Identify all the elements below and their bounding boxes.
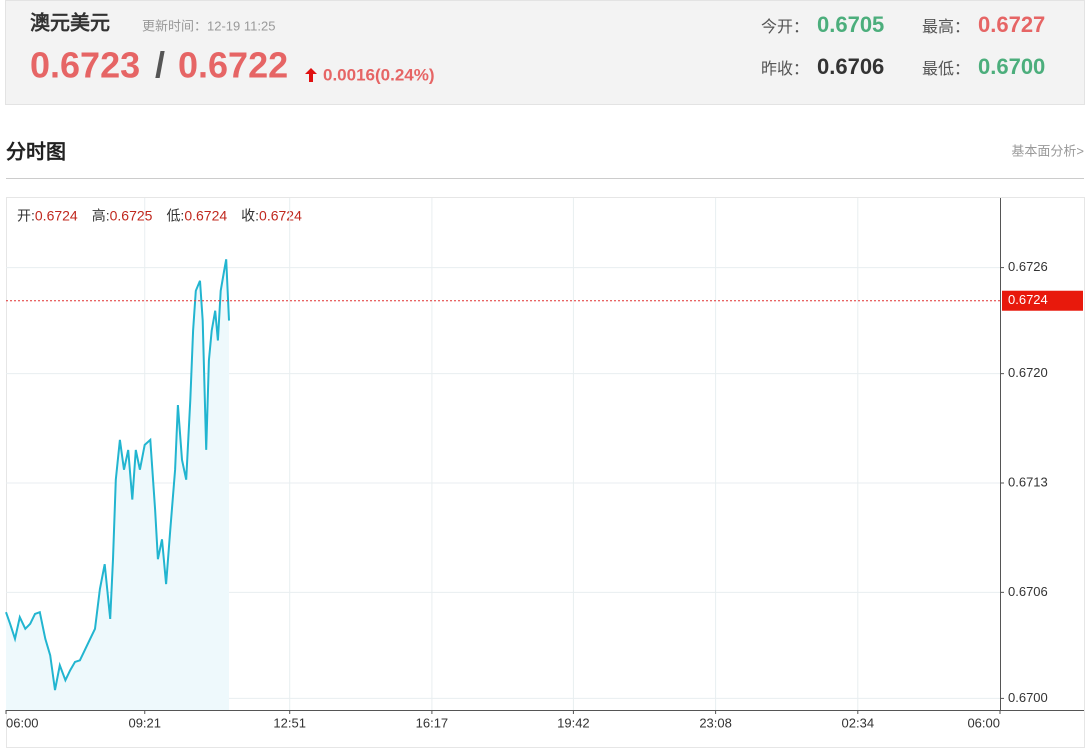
- x-tick-label: 06:00: [967, 715, 1000, 730]
- info-line: 开: 0.6724 高: 0.6725 低: 0.6724 收: 0.6724: [17, 208, 302, 224]
- y-tick-label: 0.6726: [1008, 259, 1048, 274]
- x-tick-label: 09:21: [128, 715, 161, 730]
- pair-name: 澳元美元: [30, 10, 110, 34]
- price-line: [5, 259, 230, 691]
- stat-value: 0.6706: [817, 54, 884, 79]
- info-value: 0.6724: [184, 208, 227, 224]
- y-tick-label: 0.6700: [1008, 690, 1048, 705]
- stat-value: 0.6727: [978, 12, 1045, 37]
- last-price-label: 0.6724: [1008, 292, 1048, 307]
- x-tick-label: 23:08: [699, 715, 732, 730]
- x-tick-label: 06:00: [6, 715, 39, 730]
- x-tick-label: 16:17: [416, 715, 449, 730]
- stat-label: 昨收：: [761, 60, 809, 78]
- y-tick-label: 0.6720: [1008, 365, 1048, 380]
- info-value: 0.6724: [259, 208, 302, 224]
- info-label: 收:: [241, 208, 259, 224]
- x-tick-label: 19:42: [557, 715, 590, 730]
- bid-price: 0.6723: [30, 45, 140, 86]
- y-tick-label: 0.6706: [1008, 584, 1048, 599]
- last-price-box: [1002, 290, 1083, 311]
- x-tick-label: 12:51: [273, 715, 306, 730]
- ask-price: 0.6722: [178, 45, 288, 86]
- stat-label: 最低：: [922, 60, 970, 78]
- section-title: 分时图: [6, 140, 66, 163]
- info-value: 0.6725: [110, 208, 153, 224]
- stat-label: 最高：: [922, 18, 970, 36]
- x-tick-label: 02:34: [842, 715, 875, 730]
- area: [6, 259, 229, 710]
- up-arrow: [305, 68, 317, 82]
- change: 0.0016(0.24%): [323, 65, 435, 84]
- separator: /: [155, 45, 165, 86]
- chart-frame: [6, 197, 1085, 748]
- info-value: 0.6724: [35, 208, 78, 224]
- y-tick-label: 0.6713: [1008, 474, 1048, 489]
- header-box: [5, 0, 1085, 105]
- update-time: 更新时间：12-19 11:25: [142, 18, 275, 33]
- info-label: 低:: [166, 208, 184, 224]
- stat-value: 0.6705: [817, 12, 884, 37]
- info-label: 高:: [92, 208, 110, 224]
- analysis-link[interactable]: 基本面分析>: [1011, 143, 1084, 158]
- info-label: 开:: [17, 208, 35, 224]
- stat-label: 今开：: [761, 18, 809, 36]
- stat-value: 0.6700: [978, 54, 1045, 79]
